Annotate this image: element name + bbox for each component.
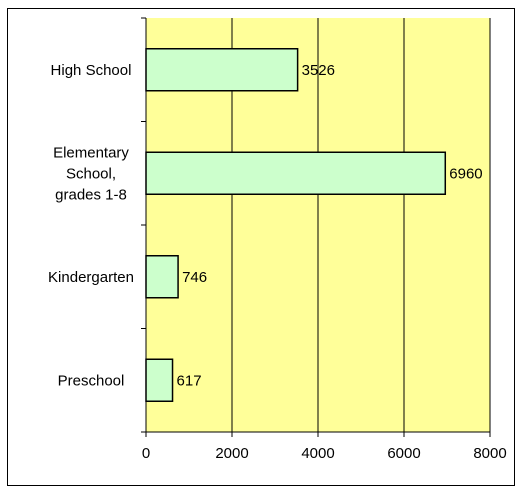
x-tick-label: 4000 (301, 445, 334, 462)
gridlines (231, 18, 491, 432)
bar (145, 358, 174, 402)
bar (145, 255, 179, 299)
category-label: Elementary School, grades 1-8 (53, 144, 129, 203)
data-label: 6960 (449, 165, 482, 182)
category-label: Kindergarten (48, 269, 134, 286)
x-tick-label: 8000 (473, 445, 506, 462)
x-tick-label: 6000 (387, 445, 420, 462)
axis-ticks (141, 17, 491, 437)
category-label-line: grades 1-8 (55, 186, 127, 203)
category-label-line: Kindergarten (48, 269, 134, 286)
category-label-line: High School (51, 62, 132, 79)
category-label: Preschool (58, 372, 125, 389)
data-label: 746 (182, 269, 207, 286)
data-label: 617 (177, 372, 202, 389)
bar (145, 48, 299, 92)
x-tick-label: 2000 (215, 445, 248, 462)
bar (145, 151, 447, 195)
category-label-line: Elementary (53, 144, 129, 161)
category-label: High School (51, 62, 132, 79)
category-label-line: Preschool (58, 372, 125, 389)
labels: 3526 High School 6960 Elementary School, grad… (48, 62, 507, 462)
x-tick-label: 0 (142, 445, 150, 462)
data-label: 3526 (302, 62, 335, 79)
category-label-line: School, (66, 165, 116, 182)
bars (145, 48, 447, 402)
